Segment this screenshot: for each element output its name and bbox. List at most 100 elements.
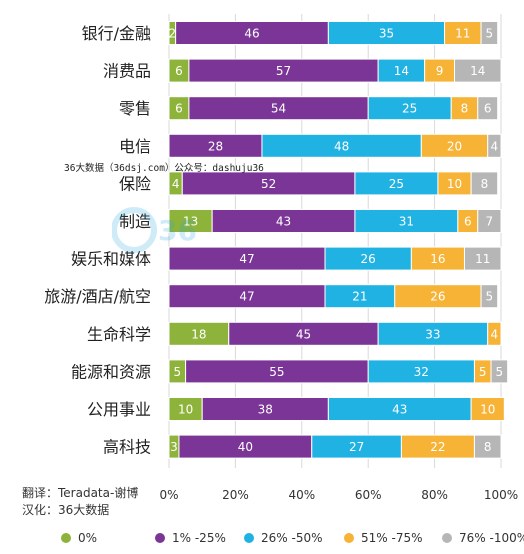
- data-label: 57: [276, 64, 291, 78]
- category-label: 公用事业: [87, 400, 151, 419]
- data-label: 4: [491, 327, 499, 341]
- data-label: 22: [430, 440, 445, 454]
- data-label: 45: [296, 327, 311, 341]
- x-tick-label: 40%: [288, 488, 315, 502]
- category-label: 保险: [119, 174, 151, 193]
- data-label: 43: [392, 403, 407, 417]
- category-label: 银行/金融: [82, 24, 151, 43]
- bar-segment: [470, 171, 499, 196]
- data-label: 32: [414, 365, 429, 379]
- data-label: 18: [191, 327, 206, 341]
- legend-marker: [61, 533, 71, 543]
- data-label: 6: [175, 102, 183, 116]
- data-label: 33: [425, 327, 440, 341]
- legend-marker: [442, 533, 452, 543]
- data-label: 25: [389, 177, 404, 191]
- data-label: 11: [475, 252, 490, 266]
- data-label: 5: [479, 365, 487, 379]
- legend-marker: [344, 533, 354, 543]
- data-label: 10: [178, 403, 193, 417]
- data-label: 3: [170, 440, 178, 454]
- data-label: 14: [470, 64, 485, 78]
- category-label: 娱乐和媒体: [71, 250, 151, 269]
- legend-label: 51% -75%: [361, 531, 423, 545]
- bar-segment: [480, 21, 499, 45]
- data-label: 11: [455, 27, 470, 41]
- data-label: 52: [261, 177, 276, 191]
- data-label: 5: [486, 290, 494, 304]
- legend-label: 76% -100%: [459, 531, 524, 545]
- category-label: 电信: [119, 137, 151, 156]
- legend-marker: [155, 533, 165, 543]
- data-label: 4: [172, 177, 180, 191]
- category-label: 高科技: [103, 438, 151, 457]
- x-tick-label: 0%: [159, 488, 178, 502]
- svg-text:36: 36: [158, 214, 197, 247]
- bar-segment: [487, 321, 502, 346]
- data-label: 54: [271, 102, 286, 116]
- bar-segment: [463, 246, 502, 271]
- data-label: 16: [430, 252, 445, 266]
- data-label: 47: [239, 252, 254, 266]
- x-tick-label: 60%: [355, 488, 382, 502]
- data-label: 28: [208, 139, 223, 153]
- x-tick-label: 80%: [421, 488, 448, 502]
- watermark-logo: 36: [112, 207, 197, 253]
- legend-label: 0%: [78, 531, 97, 545]
- bar-segment: [487, 133, 502, 158]
- data-label: 47: [239, 290, 254, 304]
- legend-label: 26% -50%: [261, 531, 323, 545]
- data-label: 20: [447, 139, 462, 153]
- x-tick-label: 20%: [222, 488, 249, 502]
- bar-segment: [480, 284, 499, 309]
- data-label: 31: [399, 215, 414, 229]
- data-label: 21: [352, 290, 367, 304]
- data-label: 7: [486, 215, 494, 229]
- data-label: 9: [436, 64, 444, 78]
- data-label: 38: [258, 403, 273, 417]
- data-label: 4: [491, 139, 499, 153]
- data-label: 26: [430, 290, 445, 304]
- bar-segment: [477, 209, 502, 233]
- credit-translation: 翻译：Teradata-谢博: [22, 486, 139, 500]
- category-label: 消费品: [103, 62, 151, 81]
- data-label: 10: [447, 177, 462, 191]
- data-label: 6: [484, 102, 492, 116]
- category-label: 旅游/酒店/航空: [44, 287, 151, 306]
- data-label: 25: [402, 102, 417, 116]
- data-label: 6: [464, 215, 472, 229]
- bar-segment: [470, 397, 505, 421]
- data-label: 5: [486, 27, 494, 41]
- data-label: 40: [238, 440, 253, 454]
- data-label: 35: [379, 27, 394, 41]
- bar-segment: [490, 359, 509, 384]
- data-label: 5: [496, 365, 504, 379]
- credit-localization: 汉化：36大数据: [22, 503, 110, 517]
- data-label: 26: [361, 252, 376, 266]
- data-label: 55: [269, 365, 284, 379]
- data-label: 48: [334, 139, 349, 153]
- data-label: 27: [349, 440, 364, 454]
- data-label: 46: [244, 27, 259, 41]
- data-label: 6: [175, 64, 183, 78]
- data-label: 10: [480, 403, 495, 417]
- legend-label: 1% -25%: [172, 531, 226, 545]
- data-label: 5: [173, 365, 181, 379]
- data-label: 8: [484, 440, 492, 454]
- legend-marker: [244, 533, 254, 543]
- category-label: 能源和资源: [71, 362, 151, 381]
- data-label: 13: [183, 215, 198, 229]
- category-label: 制造: [119, 212, 151, 231]
- watermark-text: 36大数据（36dsj.com）公众号：dashuju36: [64, 163, 264, 174]
- category-label: 生命科学: [87, 325, 151, 344]
- x-tick-label: 100%: [484, 488, 518, 502]
- data-label: 8: [461, 102, 469, 116]
- data-label: 8: [481, 177, 489, 191]
- category-label: 零售: [119, 99, 151, 118]
- data-label: 43: [276, 215, 291, 229]
- bar-segment: [454, 58, 502, 83]
- bar-segment: [473, 434, 502, 459]
- data-label: 2: [168, 27, 176, 41]
- data-label: 14: [394, 64, 409, 78]
